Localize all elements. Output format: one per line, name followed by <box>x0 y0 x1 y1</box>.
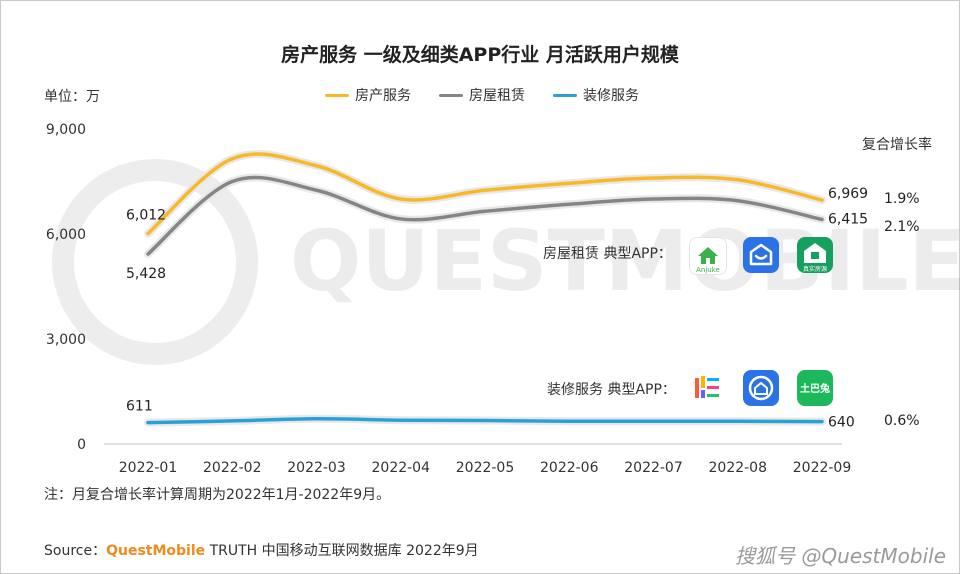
x-tick-label: 2022-05 <box>456 460 515 476</box>
series-2-point-5 <box>569 421 570 422</box>
legend-swatch-2 <box>553 93 577 97</box>
series-1-point-0 <box>148 254 149 255</box>
legend-item-0: 房产服务 <box>325 85 411 105</box>
tubatu-icon[interactable]: 土巴兔 <box>797 370 833 406</box>
cagr-value-2: 0.6% <box>884 413 920 429</box>
app-group-label-1: 装修服务 典型APP： <box>547 382 676 398</box>
series-0-point-8 <box>822 200 823 201</box>
legend-item-1: 房屋租赁 <box>439 85 525 105</box>
beike-home-icon[interactable] <box>743 370 779 406</box>
series-line-0 <box>146 152 824 236</box>
cagr-value-0: 1.9% <box>884 191 920 207</box>
x-tick-label: 2022-08 <box>709 460 768 476</box>
data-label-0-8: 6,969 <box>828 186 868 202</box>
data-label-2-0: 611 <box>126 399 153 415</box>
y-axis: 0 3,000 6,000 9,000 <box>46 122 86 453</box>
series-1-point-8 <box>822 219 823 220</box>
data-label-1-8: 6,415 <box>828 211 868 227</box>
series-1-point-7 <box>737 200 738 201</box>
app-group-label-0: 房屋租赁 典型APP： <box>543 246 672 262</box>
series-lines <box>144 150 826 427</box>
source-prefix: Source： <box>44 543 107 559</box>
data-labels: 6,012 6,969 5,428 6,415 611 640 <box>126 186 868 431</box>
series-1-point-4 <box>485 211 486 212</box>
source-line: Source：QuestMobile TRUTH 中国移动互联网数据库 2022… <box>44 540 479 560</box>
series-2-point-6 <box>653 421 654 422</box>
chart-title: 房产服务 一级及细类APP行业 月活跃用户规模 <box>281 44 679 66</box>
x-tick-label: 2022-06 <box>540 460 599 476</box>
series-2-point-0 <box>148 422 149 423</box>
series-1-point-2 <box>316 190 317 191</box>
y-tick-label: 3,000 <box>46 332 86 348</box>
y-tick-label: 0 <box>77 437 86 453</box>
footnote: 注：月复合增长率计算周期为2022年1月-2022年9月。 <box>44 487 391 503</box>
anjuke-icon-text: Anjuke <box>696 266 720 274</box>
watermark-text: QUESTMOBILE <box>290 212 960 310</box>
series-0-point-5 <box>569 183 570 184</box>
series-2-point-3 <box>400 420 401 421</box>
y-tick-label: 6,000 <box>46 227 86 243</box>
cagr-value-1: 2.1% <box>884 219 920 235</box>
series-2-point-2 <box>316 418 317 419</box>
series-0-point-1 <box>232 158 233 159</box>
x-axis: 2022-01 2022-02 2022-03 2022-04 2022-05 2022-… <box>119 460 852 476</box>
x-tick-label: 2022-03 <box>287 460 346 476</box>
legend-label-2: 装修服务 <box>583 88 639 104</box>
series-1-point-5 <box>569 204 570 205</box>
tubatu-icon-text: 土巴兔 <box>800 382 830 395</box>
series-0-point-3 <box>400 199 401 200</box>
lianjia-icon[interactable]: 真实房源 <box>797 237 833 273</box>
data-label-0-0: 6,012 <box>126 208 166 224</box>
source-suffix: TRUTH 中国移动互联网数据库 2022年9月 <box>205 543 479 559</box>
legend-label-0: 房产服务 <box>355 88 411 104</box>
series-1-point-6 <box>653 199 654 200</box>
anjuke-icon[interactable]: Anjuke <box>689 237 727 275</box>
x-tick-label: 2022-07 <box>624 460 683 476</box>
series-0-point-7 <box>737 179 738 180</box>
legend: 房产服务 房屋租赁 装修服务 <box>325 85 639 105</box>
legend-item-2: 装修服务 <box>553 85 639 105</box>
y-tick-label: 9,000 <box>46 122 86 138</box>
cagr-title: 复合增长率 <box>862 137 932 153</box>
haohaozhu-icon[interactable] <box>689 370 725 406</box>
series-line-2 <box>146 417 824 425</box>
data-label-2-8: 640 <box>828 415 855 431</box>
x-tick-label: 2022-04 <box>372 460 431 476</box>
x-tick-label: 2022-01 <box>119 460 178 476</box>
series-2-point-7 <box>737 421 738 422</box>
background-watermark: QUESTMOBILE <box>52 159 960 365</box>
beike-icon[interactable] <box>743 237 779 273</box>
series-2-point-8 <box>822 421 823 422</box>
series-2-point-4 <box>485 420 486 421</box>
x-tick-label: 2022-02 <box>203 460 262 476</box>
legend-label-1: 房屋租赁 <box>469 88 525 104</box>
x-tick-label: 2022-09 <box>793 460 852 476</box>
legend-swatch-0 <box>325 93 349 97</box>
unit-label: 单位：万 <box>44 89 100 105</box>
series-0-point-4 <box>485 190 486 191</box>
series-0-point-2 <box>316 165 317 166</box>
lianjia-icon-text: 真实房源 <box>803 265 827 273</box>
series-1-point-1 <box>232 181 233 182</box>
series-2-point-1 <box>232 420 233 421</box>
corner-watermark: 搜狐号 @QuestMobile <box>735 544 946 568</box>
series-line-1 <box>146 175 824 256</box>
series-1-point-3 <box>400 218 401 219</box>
watermark-ring <box>52 159 258 365</box>
series-0-point-0 <box>148 233 149 234</box>
series-0-point-6 <box>653 178 654 179</box>
legend-swatch-1 <box>439 93 463 97</box>
data-label-1-0: 5,428 <box>126 266 166 282</box>
source-brand: QuestMobile <box>106 543 206 559</box>
